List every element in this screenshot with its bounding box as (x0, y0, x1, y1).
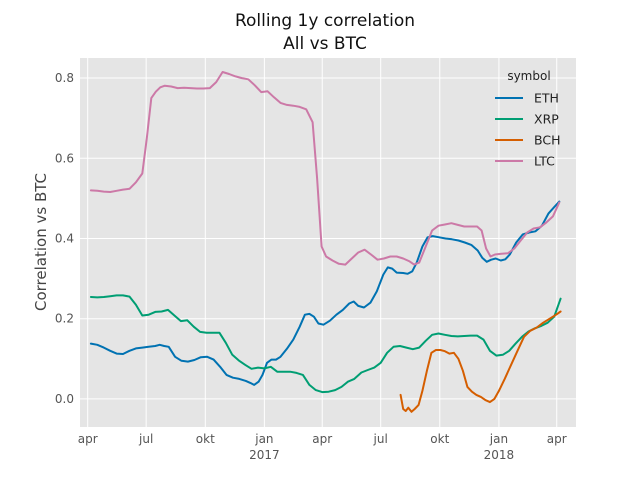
x-tick-year-label: 2018 (484, 448, 515, 462)
chart-title-line-2: All vs BTC (283, 34, 367, 54)
series-line-ltc (89, 71, 561, 266)
x-tick-label: jan (489, 432, 508, 446)
x-tick-label: okt (196, 432, 215, 446)
series-line-eth (89, 200, 561, 386)
x-tick-label: jul (138, 432, 153, 446)
y-tick-label: 0.8 (55, 71, 74, 85)
grid-lines (80, 58, 576, 427)
x-tick-label: okt (430, 432, 449, 446)
y-tick-label: 0.0 (55, 392, 74, 406)
y-tick-label: 0.4 (55, 231, 74, 245)
axis-ticks: 0.0 0.2 0.4 0.6 0.8 apr jul okt jan 2017 apr jul okt… (55, 71, 567, 462)
plot-area (80, 58, 576, 427)
legend-label-xrp: XRP (534, 112, 559, 127)
y-tick-label: 0.6 (55, 151, 74, 165)
legend: symbol ETH XRP BCH LTC (495, 69, 560, 169)
legend-label-eth: ETH (534, 91, 559, 106)
series-lines (89, 71, 562, 413)
x-tick-label: jul (373, 432, 388, 446)
legend-title: symbol (507, 69, 550, 83)
series-line-xrp (89, 294, 562, 394)
y-axis-label: Correlation vs BTC (32, 173, 50, 311)
legend-label-bch: BCH (534, 133, 560, 148)
y-tick-label: 0.2 (55, 312, 74, 326)
x-tick-label: apr (547, 432, 567, 446)
series-line-bch (399, 310, 562, 413)
chart-title-line-1: Rolling 1y correlation (235, 11, 415, 31)
legend-label-ltc: LTC (534, 154, 555, 169)
x-tick-label: jan (254, 432, 273, 446)
x-tick-label: apr (78, 432, 98, 446)
x-tick-label: apr (312, 432, 332, 446)
x-tick-year-label: 2017 (249, 448, 280, 462)
